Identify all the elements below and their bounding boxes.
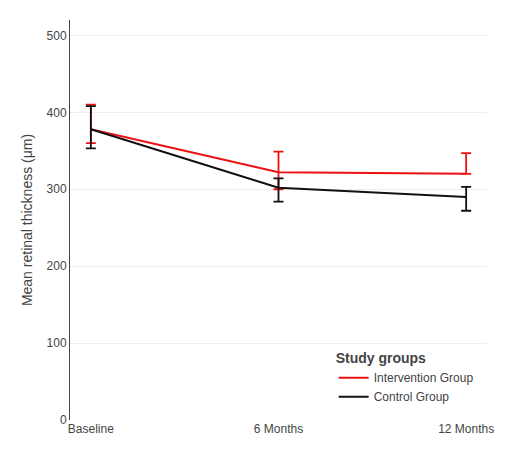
svg-text:300: 300 [47,182,67,196]
svg-text:0: 0 [60,413,67,427]
svg-text:400: 400 [47,106,67,120]
svg-text:100: 100 [47,336,67,350]
svg-text:Intervention Group: Intervention Group [374,371,474,385]
svg-text:6 Months: 6 Months [254,422,303,436]
svg-text:12 Months: 12 Months [438,422,494,436]
svg-text:500: 500 [47,29,67,43]
svg-text:200: 200 [47,259,67,273]
svg-text:Mean retinal thickness (μm): Mean retinal thickness (μm) [19,134,35,306]
svg-text:Study groups: Study groups [336,350,426,366]
svg-text:Control Group: Control Group [374,390,450,404]
svg-text:Baseline: Baseline [68,422,114,436]
